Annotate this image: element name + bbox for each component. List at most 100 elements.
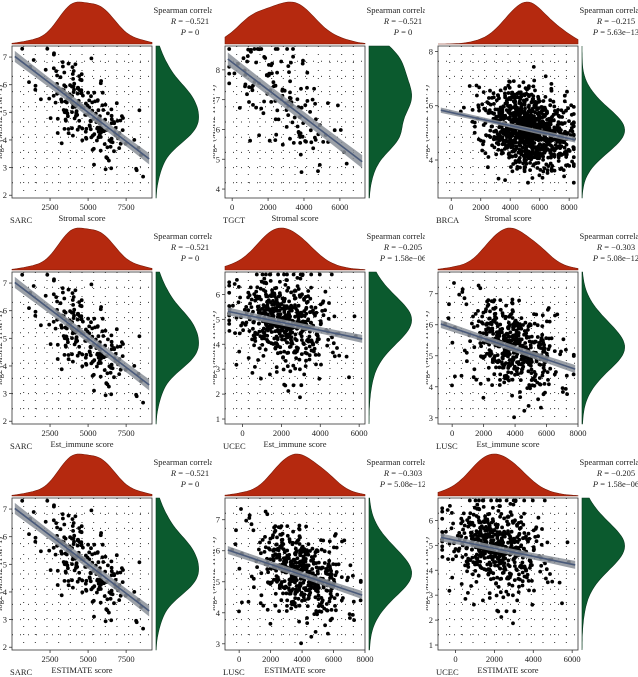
data-point: [59, 99, 64, 104]
data-point: [279, 543, 284, 548]
data-point: [262, 281, 267, 285]
spearman-r-value: R = −0.303: [596, 242, 635, 252]
scatter-panel-sarc-7: 2500 5000 7500 2 3 4 5 6 7 ESTIMATE score log2 (MS…: [0, 452, 212, 677]
p-symbol: P: [393, 27, 399, 37]
data-point: [513, 148, 518, 152]
data-point: [70, 110, 74, 114]
data-point: [545, 117, 549, 122]
p-symbol: P: [180, 27, 186, 37]
regression-line: [440, 109, 576, 141]
data-point: [559, 108, 564, 113]
data-point: [306, 552, 311, 557]
data-point: [98, 600, 103, 605]
data-point: [549, 154, 553, 159]
data-point: [265, 294, 270, 299]
data-point: [501, 313, 505, 318]
data-point: [547, 319, 552, 324]
data-point: [280, 87, 285, 92]
data-point: [96, 353, 101, 358]
data-point: [516, 590, 521, 594]
data-point: [31, 58, 36, 62]
data-point: [519, 149, 524, 153]
data-point: [481, 498, 486, 503]
data-point: [468, 339, 472, 343]
data-point: [481, 535, 486, 540]
data-point: [248, 301, 252, 306]
data-point: [321, 538, 326, 543]
y-axis-label: log2 (MSH2 TPM+1): [213, 311, 217, 385]
data-point: [495, 360, 500, 365]
data-point: [534, 312, 539, 317]
data-point: [251, 309, 255, 314]
data-point: [500, 142, 505, 147]
data-point: [511, 99, 516, 104]
data-point: [485, 304, 490, 308]
data-point: [305, 604, 310, 608]
y-tick-label: 4: [3, 361, 8, 371]
data-point: [526, 531, 531, 536]
data-point: [507, 378, 511, 383]
data-point: [562, 174, 566, 179]
data-point: [327, 599, 332, 604]
p-value: = 1.58e−06: [385, 253, 425, 263]
y-tick-label: 2: [216, 389, 220, 399]
data-point: [440, 506, 445, 511]
data-point: [287, 345, 292, 349]
data-point: [300, 338, 304, 342]
data-point: [103, 102, 108, 107]
data-point: [440, 530, 445, 534]
data-point: [535, 335, 540, 339]
data-point: [487, 596, 492, 600]
data-point: [562, 93, 567, 98]
data-point: [253, 365, 257, 369]
data-point: [75, 317, 80, 322]
data-point: [513, 130, 518, 135]
data-point: [461, 511, 466, 516]
data-point: [318, 302, 323, 307]
y-axis-label: log2 (MSH2 TPM+1): [426, 85, 430, 159]
data-point: [252, 292, 257, 296]
data-point: [526, 579, 531, 583]
y-tick-label: 1: [429, 640, 433, 650]
data-point: [571, 164, 576, 168]
data-point: [120, 566, 124, 570]
data-point: [55, 583, 60, 587]
data-point: [284, 125, 289, 129]
data-point: [80, 138, 85, 143]
data-point: [310, 567, 315, 571]
data-point: [72, 116, 77, 121]
data-point: [448, 504, 452, 508]
data-point: [95, 590, 99, 595]
data-point: [282, 382, 287, 387]
data-point: [544, 567, 549, 572]
data-point: [109, 573, 114, 578]
data-point: [84, 587, 88, 592]
data-point: [539, 563, 544, 568]
regression-line: [440, 536, 576, 566]
data-point: [538, 125, 542, 130]
data-point: [115, 119, 120, 123]
r-value: = −0.521: [176, 16, 209, 26]
data-point: [280, 334, 285, 338]
data-point: [498, 372, 503, 377]
data-point: [502, 561, 507, 565]
data-point: [239, 323, 243, 328]
data-point: [299, 86, 303, 91]
data-point: [246, 295, 250, 300]
data-point: [45, 272, 50, 277]
data-point: [246, 47, 251, 52]
data-point: [503, 567, 508, 572]
data-point: [483, 514, 487, 519]
data-point: [525, 572, 530, 577]
y-tick-label: 6: [429, 320, 433, 330]
data-point: [293, 366, 298, 371]
data-point: [571, 354, 576, 358]
data-point: [286, 327, 291, 331]
data-point: [59, 367, 64, 372]
data-point: [316, 571, 320, 576]
data-point: [109, 107, 114, 112]
data-point: [260, 272, 265, 277]
data-point: [466, 556, 471, 561]
data-point: [482, 556, 487, 560]
data-point: [513, 372, 517, 377]
